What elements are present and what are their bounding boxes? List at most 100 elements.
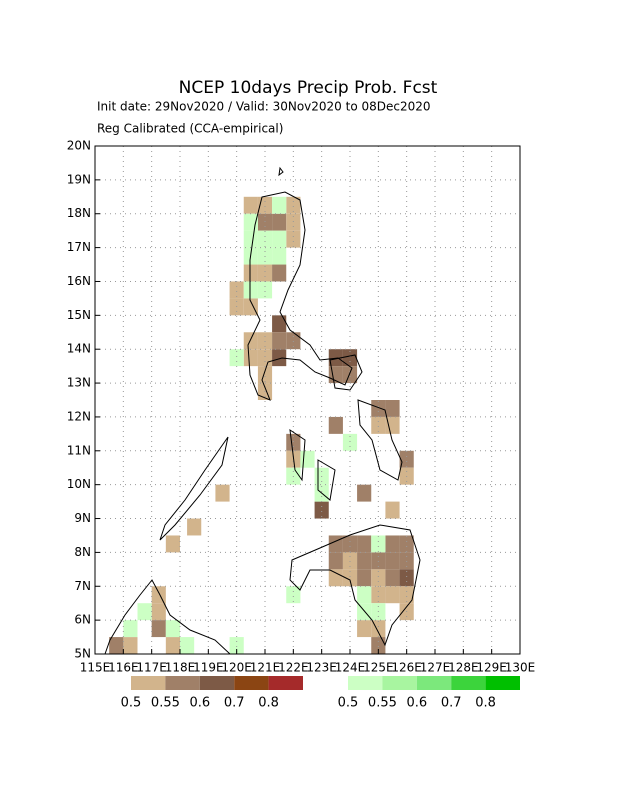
- dry-cell: [385, 416, 400, 434]
- y-tick-label: 14N: [67, 342, 91, 356]
- note: Reg Calibrated (CCA-empirical): [97, 122, 283, 136]
- colorbar-label: 0.8: [475, 696, 496, 711]
- wet-cell: [371, 535, 386, 553]
- colorbar-label: 0.55: [151, 696, 180, 711]
- wet-cell: [137, 603, 152, 621]
- colorbar-label: 0.5: [338, 696, 359, 711]
- subtitle: Init date: 29Nov2020 / Valid: 30Nov2020 …: [97, 100, 431, 114]
- dry-cell: [109, 637, 124, 654]
- dry-cell: [286, 196, 301, 214]
- dry-cell: [286, 433, 301, 451]
- dry-cell: [151, 603, 166, 621]
- x-tick-label: 126E: [391, 661, 422, 675]
- dry-cell: [385, 501, 400, 519]
- wet-cell: [257, 230, 273, 248]
- x-tick-label: 127E: [420, 661, 451, 675]
- y-tick-label: 18N: [67, 206, 91, 220]
- colorbar: 0.5 0.55 0.6 0.7 0.8 0.5 0.55 0.6 0.7 0.8: [121, 676, 520, 711]
- y-tick-label: 5N: [74, 647, 91, 661]
- dry-cell: [328, 535, 343, 553]
- dry-cell: [328, 349, 343, 367]
- y-tick-label: 15N: [67, 308, 91, 322]
- dry-cell: [243, 349, 258, 367]
- y-tick-label: 19N: [67, 172, 91, 186]
- colorbar-box: [199, 676, 235, 690]
- x-tick-label: 118E: [165, 661, 196, 675]
- dry-cell: [272, 349, 287, 367]
- colorbar-label: 0.5: [121, 696, 142, 711]
- dry-cell: [399, 569, 414, 587]
- dry-cell: [357, 569, 372, 587]
- colorbar-label: 0.8: [258, 696, 279, 711]
- wet-cell: [257, 281, 273, 299]
- x-tick-label: 124E: [335, 661, 366, 675]
- wet-cell: [357, 586, 372, 604]
- y-tick-label: 13N: [67, 376, 91, 390]
- dry-cell: [328, 416, 343, 434]
- dry-cell: [165, 637, 180, 654]
- dry-cell: [399, 552, 414, 570]
- dry-cell: [165, 535, 180, 553]
- colorbar-box: [485, 676, 520, 690]
- wet-cell: [229, 637, 244, 654]
- dry-cell: [371, 416, 386, 434]
- dry-cell: [357, 484, 372, 502]
- x-tick-label: 116E: [108, 661, 139, 675]
- dry-cell: [229, 281, 244, 299]
- y-tick-label: 12N: [67, 409, 91, 423]
- dry-cell: [357, 535, 372, 553]
- dry-cell: [399, 535, 414, 553]
- dry-cell: [257, 213, 273, 231]
- colorbar-box: [131, 676, 166, 690]
- y-tick-label: 10N: [67, 477, 91, 491]
- colorbar-box: [268, 676, 303, 690]
- dry-cell: [243, 264, 258, 282]
- dry-cell: [357, 552, 372, 570]
- x-tick-label: 123E: [306, 661, 337, 675]
- wet-cell: [272, 247, 287, 265]
- x-tick-label: 121E: [250, 661, 281, 675]
- y-tick-label: 11N: [67, 443, 91, 457]
- dry-cell: [385, 552, 400, 570]
- dry-cell: [272, 315, 287, 333]
- y-tick-label: 20N: [67, 139, 91, 153]
- x-tick-label: 128E: [448, 661, 479, 675]
- dry-cell: [371, 586, 386, 604]
- dry-cell: [342, 569, 358, 587]
- y-tick-label: 9N: [74, 511, 91, 525]
- dry-cell: [399, 586, 414, 604]
- dry-cell: [399, 450, 414, 468]
- colorbar-box: [234, 676, 269, 690]
- x-tick-label: 129E: [476, 661, 507, 675]
- colorbar-box: [416, 676, 452, 690]
- dry-cell: [342, 349, 358, 367]
- x-tick-label: 117E: [136, 661, 167, 675]
- dry-cell: [243, 196, 258, 214]
- x-tick-label: 125E: [363, 661, 394, 675]
- dry-cell: [257, 264, 273, 282]
- dry-cell: [272, 332, 287, 350]
- wet-cell: [272, 196, 287, 214]
- wet-cell: [123, 620, 138, 638]
- colorbar-box: [165, 676, 200, 690]
- x-tick-label: 122E: [278, 661, 309, 675]
- dry-cell: [187, 518, 202, 536]
- dry-cell: [215, 484, 230, 502]
- dry-cell: [151, 586, 166, 604]
- y-tick-label: 17N: [67, 240, 91, 254]
- colorbar-label: 0.7: [224, 696, 245, 711]
- dry-cell: [286, 332, 301, 350]
- wet-cell: [243, 281, 258, 299]
- dry-cell: [257, 332, 273, 350]
- wet-cell: [165, 620, 180, 638]
- colorbar-label: 0.7: [441, 696, 462, 711]
- dry-cell: [342, 535, 358, 553]
- x-tick-label: 115E: [80, 661, 111, 675]
- colorbar-box: [348, 676, 383, 690]
- colorbar-box: [382, 676, 417, 690]
- colorbar-label: 0.6: [406, 696, 427, 711]
- y-tick-label: 16N: [67, 274, 91, 288]
- dry-cell: [385, 400, 400, 417]
- dry-cell: [385, 535, 400, 553]
